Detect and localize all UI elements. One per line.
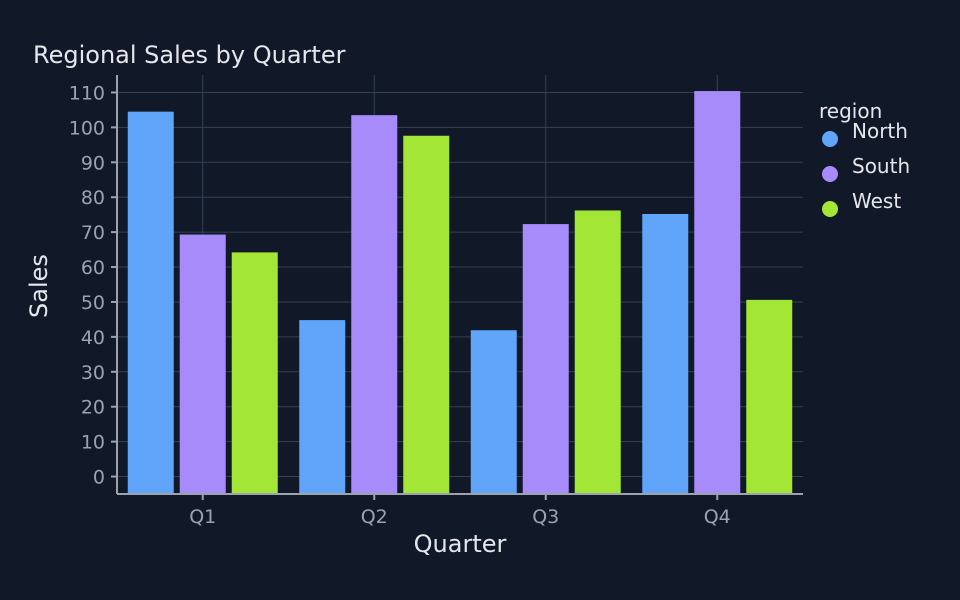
chart-title: Regional Sales by Quarter bbox=[33, 41, 346, 69]
bar-south-q3 bbox=[522, 224, 569, 494]
bar-north-q1 bbox=[127, 111, 174, 494]
x-tick-label: Q1 bbox=[189, 506, 216, 528]
y-tick-label: 50 bbox=[81, 292, 105, 314]
y-tick-label: 100 bbox=[69, 117, 105, 139]
legend-title: region bbox=[819, 99, 882, 123]
x-tick-label: Q3 bbox=[532, 506, 559, 528]
bar-west-q3 bbox=[574, 210, 621, 494]
bar-north-q2 bbox=[299, 320, 346, 494]
y-tick-label: 90 bbox=[81, 152, 105, 174]
y-tick-label: 110 bbox=[69, 82, 105, 104]
y-tick-label: 80 bbox=[81, 187, 105, 209]
legend-swatch-north bbox=[822, 131, 838, 147]
y-tick-label: 70 bbox=[81, 222, 105, 244]
legend-label-west: West bbox=[852, 189, 901, 213]
y-tick-label: 60 bbox=[81, 257, 105, 279]
legend-label-south: South bbox=[852, 154, 910, 178]
y-axis: 0 10 20 30 40 50 60 70 80 90 100 110 bbox=[69, 75, 118, 494]
bar-west-q4 bbox=[746, 299, 793, 494]
x-axis: Q1 Q2 Q3 Q4 bbox=[117, 493, 803, 528]
bar-west-q1 bbox=[231, 252, 278, 494]
bar-south-q4 bbox=[694, 91, 741, 494]
legend-swatch-south bbox=[822, 166, 838, 182]
y-tick-label: 20 bbox=[81, 397, 105, 419]
y-axis-title: Sales bbox=[25, 254, 53, 318]
y-tick-label: 0 bbox=[93, 467, 105, 489]
bar-south-q1 bbox=[179, 234, 226, 495]
y-tick-label: 40 bbox=[81, 327, 105, 349]
y-tick-label: 10 bbox=[81, 432, 105, 454]
bar-west-q2 bbox=[403, 135, 450, 494]
bar-north-q4 bbox=[642, 213, 689, 495]
y-tick-label: 30 bbox=[81, 362, 105, 384]
legend-swatch-west bbox=[822, 201, 838, 217]
x-tick-label: Q4 bbox=[704, 506, 731, 528]
x-axis-title: Quarter bbox=[414, 530, 507, 558]
legend-label-north: North bbox=[852, 119, 908, 143]
bar-north-q3 bbox=[470, 330, 517, 494]
legend: region North South West bbox=[819, 99, 910, 217]
x-tick-label: Q2 bbox=[361, 506, 388, 528]
bars bbox=[127, 91, 793, 495]
bar-south-q2 bbox=[351, 115, 398, 494]
